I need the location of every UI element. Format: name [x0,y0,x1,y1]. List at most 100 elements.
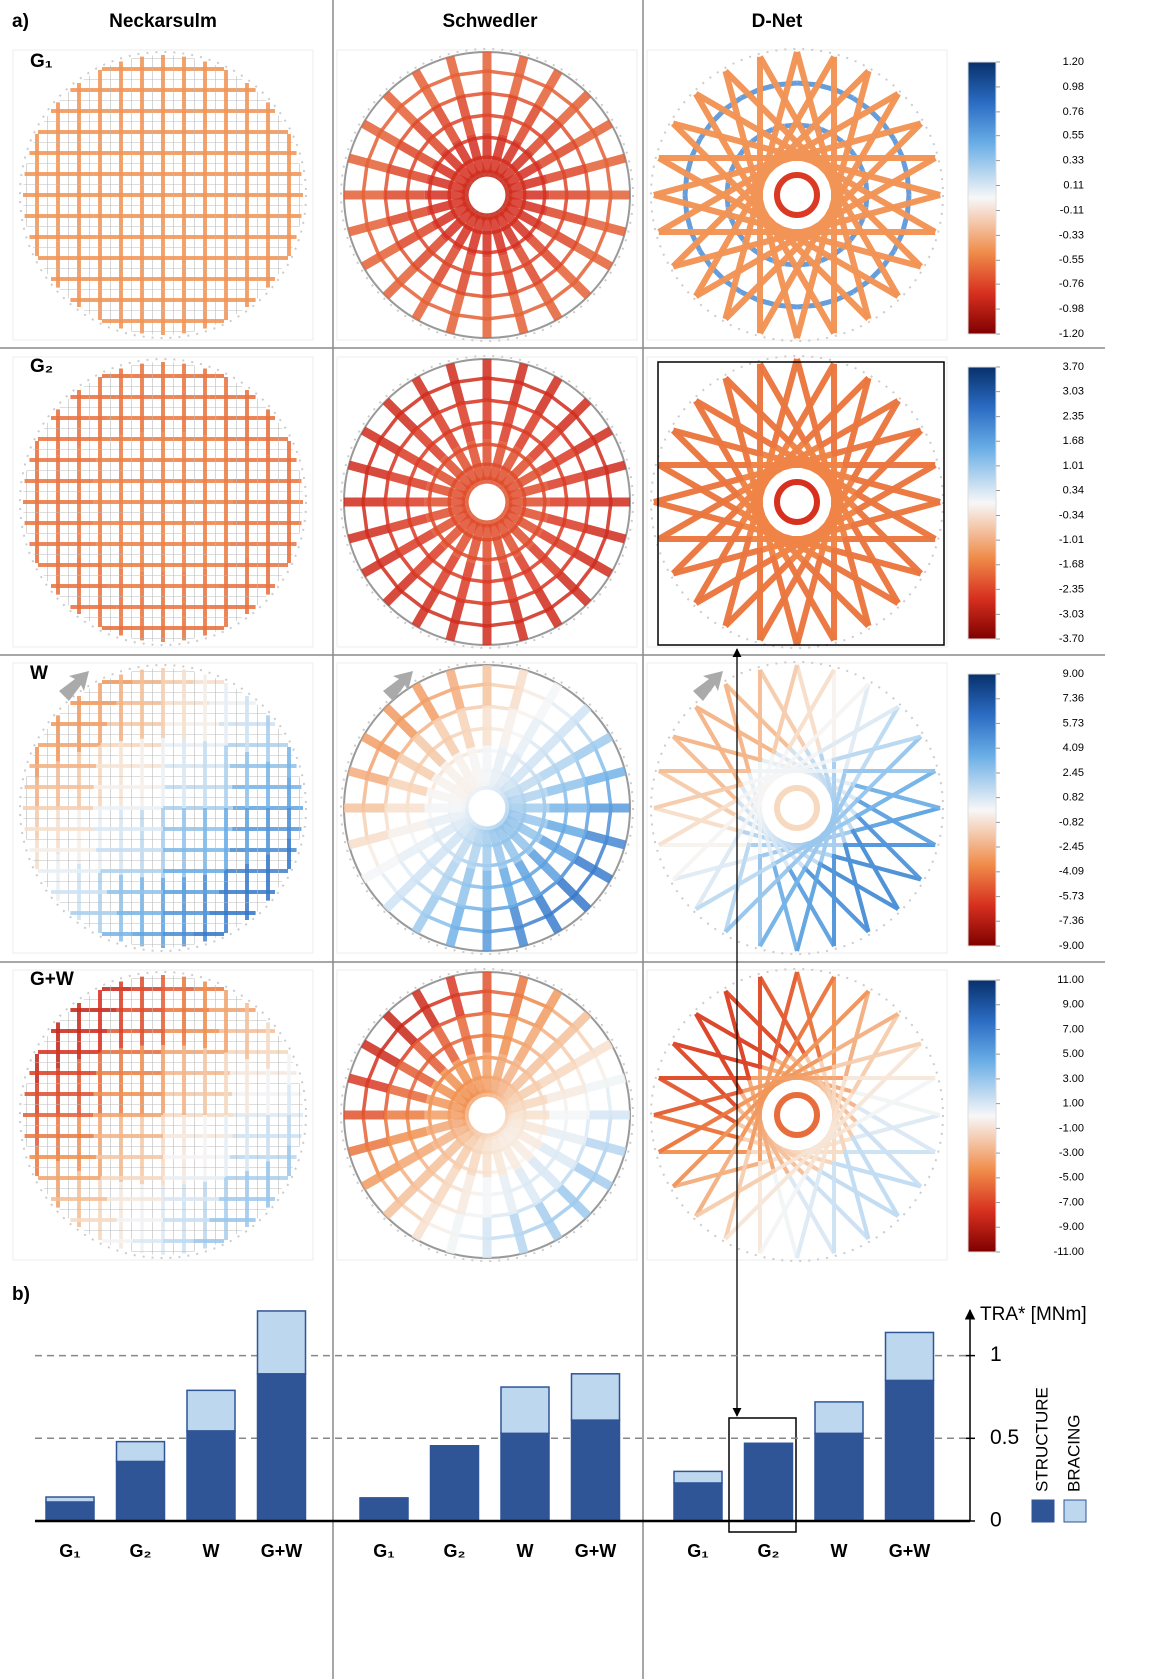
colorbar [968,674,996,946]
bar-segment [117,1442,165,1462]
member [416,684,436,719]
member [363,776,367,808]
member [455,315,487,319]
member [414,852,443,881]
member [367,1147,379,1177]
member [388,475,427,485]
member [659,1106,739,1152]
support-ring [651,969,943,1261]
inner-ring [777,1095,817,1135]
member [416,284,436,319]
member [450,907,460,946]
legend-swatch [1064,1500,1086,1522]
member [487,928,519,932]
member [531,735,560,764]
member [455,622,487,626]
structure-plot [647,662,947,954]
bar-segment [117,1461,165,1521]
member [363,195,367,227]
member [363,859,398,879]
member [455,1235,487,1239]
member [576,246,611,266]
member [576,737,611,757]
member [576,553,611,573]
bar-segment [815,1433,863,1521]
member [519,688,549,700]
member [576,124,611,144]
member [349,529,388,539]
colorbar-tick-label: 2.35 [1063,411,1084,423]
colorbar-tick-label: 4.09 [1063,742,1084,754]
colorbar-tick-label: 2.45 [1063,767,1084,779]
member [450,1214,460,1253]
member [575,720,595,746]
member [487,378,519,382]
member [547,211,586,221]
colorbar-tick-label: 0.55 [1063,130,1084,142]
structure-plot [337,49,637,341]
member [538,1204,558,1239]
member [519,382,549,394]
member [367,227,379,257]
member [503,96,513,135]
member [760,1173,806,1253]
member [399,395,425,415]
x-tick-label: W [831,1541,848,1561]
member [363,124,398,144]
member [607,1083,611,1115]
colorbar-tick-label: 3.00 [1063,1073,1084,1085]
colorbar [968,62,996,334]
member [519,995,549,1007]
bar-segment [501,1433,549,1521]
bar-segment [258,1374,306,1521]
member [363,1166,398,1186]
member [760,866,806,946]
member [388,168,427,178]
member [363,1083,367,1115]
panel-label: b) [12,1284,30,1305]
member [460,1016,470,1055]
member [519,75,549,87]
member [363,163,367,195]
member [399,590,425,610]
member [531,429,560,458]
member [576,1166,611,1186]
member [349,771,388,781]
colorbar-tick-label: -1.68 [1059,559,1084,571]
structure-plot [13,357,313,647]
member [460,562,470,601]
member [575,1177,595,1203]
member [586,771,625,781]
member [388,211,427,221]
member [531,546,560,575]
member [380,1027,400,1053]
member [363,431,398,451]
colorbar-tick-label: 9.00 [1063,999,1084,1011]
colorbar-tick-label: -0.34 [1059,509,1084,521]
member [455,684,487,688]
member [455,71,487,75]
member [450,294,460,333]
member [607,1115,611,1147]
member [514,601,524,640]
structure-plot [13,663,313,953]
member [586,1142,625,1152]
member [416,897,436,932]
x-tick-label: G+W [261,1541,303,1561]
member [425,609,455,621]
colorbar-tick-label: -7.00 [1059,1196,1084,1208]
member [503,868,513,907]
member [549,1008,575,1028]
row-label: G₂ [30,356,53,377]
member [586,158,625,168]
member [487,991,519,995]
colorbar-tick-label: -11.00 [1054,1246,1084,1258]
member [367,534,379,564]
member [363,246,398,266]
member [367,1053,379,1083]
colorbar-tick-label: -3.00 [1059,1147,1084,1159]
bar-segment [46,1502,94,1521]
colorbar-tick-label: -1.01 [1059,534,1084,546]
member [519,1222,549,1234]
member [607,163,611,195]
